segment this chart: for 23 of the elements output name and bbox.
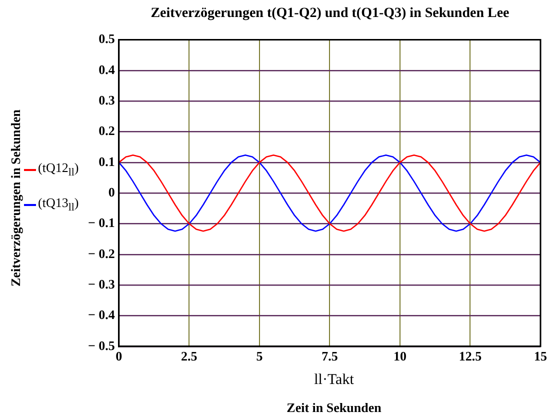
y-tick-label: − 0.5 [88,338,116,353]
legend-label: (tQ12$_{ll}$) [38,160,79,181]
x-tick-label: 7.5 [322,348,338,364]
chart-title: Zeitverzögerungen t(Q1-Q2) und t(Q1-Q3) in Sekunden Lee [150,6,510,22]
y-tick-label: − 0.4 [88,307,116,322]
y-axis-title: Zeitverzögerungen in Sekunden [8,108,24,288]
y-tick-label: 0.2 [98,123,115,138]
y-tick-label: − 0.3 [88,276,116,292]
x-axis-title: ll·Takt [313,372,355,389]
y-tick-label: − 0.1 [88,215,115,230]
text: Zeit in Sekunden [286,400,382,416]
y-tick-label: 0.1 [98,154,115,169]
y-tick-label: 0.5 [98,31,116,46]
y-tick-label: − 0.2 [88,246,115,261]
x-tick-label: 10 [393,348,406,364]
x-tick-label: 5 [256,348,264,364]
y-tick-label: 0.4 [98,62,116,77]
y-tick-label: 0 [108,184,115,200]
y-tick-label: 0.3 [98,92,116,108]
legend-label: (tQ13$_{ll}$) [38,194,79,216]
x-tick-label: 15 [534,348,548,364]
x-tick-label: 12.5 [458,348,482,364]
x-tick-label: 2.5 [181,348,198,364]
